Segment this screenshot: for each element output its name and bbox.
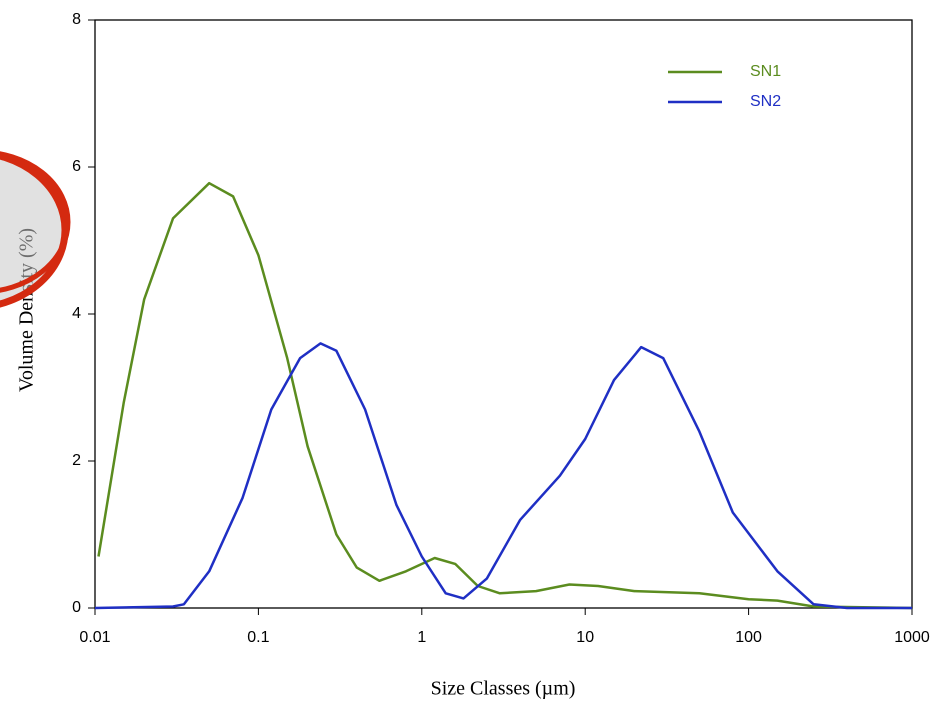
y-tick-label: 4 <box>72 305 81 322</box>
x-tick-label: 1000 <box>894 629 930 646</box>
x-tick-label: 0.1 <box>247 629 269 646</box>
x-tick-label: 100 <box>735 629 762 646</box>
plot-frame <box>94 19 913 609</box>
x-tick-label: 10 <box>576 629 594 646</box>
x-tick-label: 1 <box>417 629 426 646</box>
y-tick-label: 6 <box>72 158 81 175</box>
y-tick-label: 0 <box>72 599 81 616</box>
y-tick-label: 2 <box>72 452 81 469</box>
data-line <box>97 181 913 610</box>
legend-label: SN2 <box>750 93 781 110</box>
y-tick-label: 8 <box>72 11 81 28</box>
data-line <box>94 342 912 610</box>
annotation-circle <box>0 151 71 308</box>
x-axis-label: Size Classes (µm) <box>431 678 576 700</box>
x-tick-label: 0.01 <box>79 629 110 646</box>
legend-label: SN1 <box>750 63 781 80</box>
